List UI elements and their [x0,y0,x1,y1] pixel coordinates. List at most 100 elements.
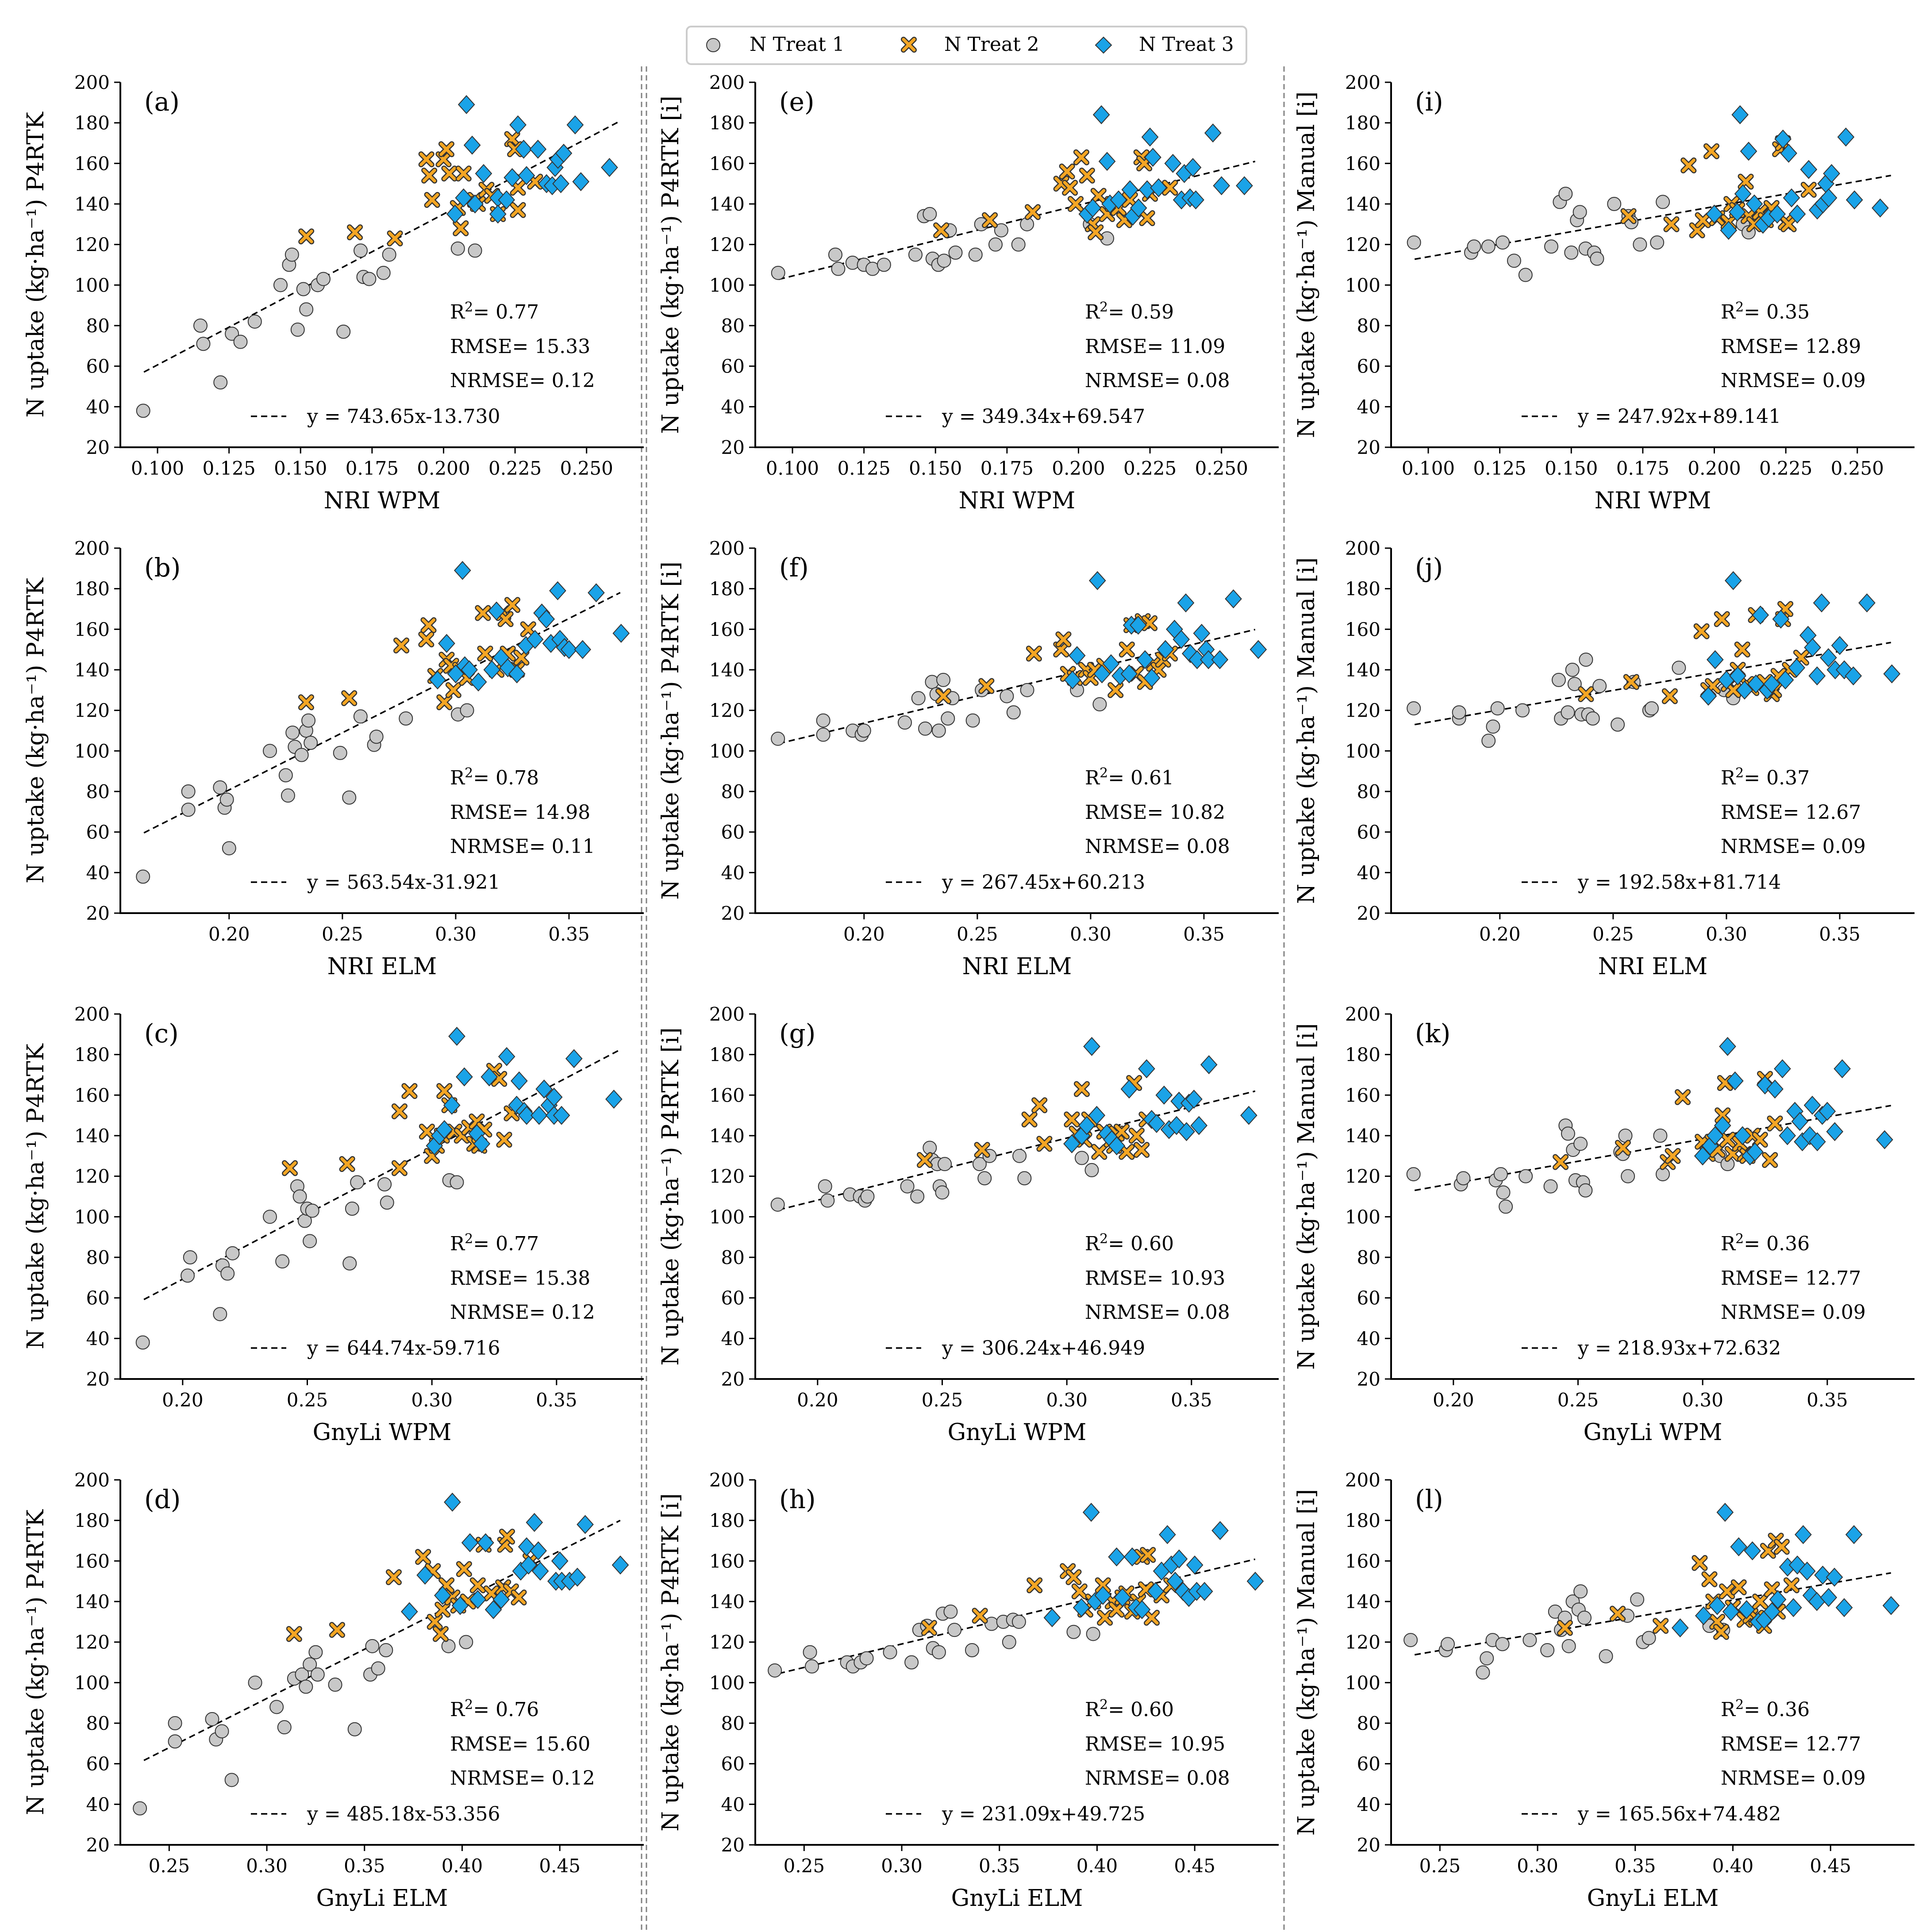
point-n-treat-3 [1783,188,1800,207]
y-tick-label: 120 [1345,1632,1380,1653]
panel-label: (j) [1415,553,1443,583]
point-n-treat-1 [770,1197,785,1212]
point-n-treat-3 [1190,1116,1208,1135]
point-x-fill [975,1143,989,1157]
point-n-treat-3 [477,1533,494,1552]
point-x-fill [442,166,456,181]
y-tick-label: 120 [709,1632,745,1653]
x-tick-label: 0.200 [1052,457,1105,479]
nrmse-value: 0.08 [1187,1767,1230,1790]
regression-line [143,120,621,373]
point-n-treat-1 [1551,672,1566,687]
point-x-fill [511,203,525,217]
y-axis-label: N uptake (kg·ha⁻¹) P4RTK [i] [657,1027,684,1365]
r2-annotation: R2= 0.77 [450,1231,539,1255]
point-n-treat-3 [1745,194,1763,214]
point-n-treat-2 [1114,1123,1130,1140]
r2-value: 0.37 [1766,767,1810,789]
nrmse-annotation: NRMSE= 0.09 [1721,1301,1866,1324]
y-tick-label: 120 [1345,234,1380,256]
point-n-treat-1 [1507,254,1521,268]
y-tick-label: 140 [709,1591,745,1613]
point-n-treat-3 [461,1533,479,1552]
point-x-fill [1098,1611,1112,1625]
rmse-annotation: RMSE= 12.67 [1721,801,1861,824]
point-n-treat-1 [900,1179,915,1194]
point-n-treat-1 [181,1268,195,1283]
x-tick-label: 0.125 [838,457,891,479]
point-n-treat-1 [168,1734,182,1749]
nrmse-value: 0.12 [552,1767,595,1790]
y-tick-label: 60 [86,356,110,377]
x-axis-label: GnyLi WPM [1584,1419,1722,1446]
y-tick-label: 80 [721,1247,745,1268]
point-x-fill [1735,642,1749,657]
x-tick-label: 0.25 [322,923,363,945]
point-n-treat-2 [1703,143,1720,159]
r2-value: 0.36 [1766,1698,1810,1721]
point-n-treat-3 [1130,615,1147,635]
point-x-fill [1110,1602,1124,1617]
point-x-fill [1753,1594,1767,1609]
point-n-treat-2 [1071,1583,1088,1600]
point-n-treat-2 [453,220,469,236]
point-n-treat-2 [477,645,493,662]
y-tick-label: 60 [1357,1753,1380,1775]
point-n-treat-2 [401,1083,418,1099]
y-tick-label: 180 [709,112,745,134]
nrmse-annotation: NRMSE= 0.08 [1085,835,1230,858]
point-n-treat-1 [304,736,318,750]
point-n-treat-3 [1136,650,1154,669]
rmse-value: 12.67 [1805,801,1861,824]
y-tick-label: 80 [1357,1713,1380,1734]
point-x-fill [1073,1584,1087,1598]
point-n-treat-3 [1729,666,1746,686]
point-n-treat-3 [1138,1059,1155,1079]
rmse-annotation: RMSE= 15.33 [450,335,590,358]
point-n-treat-3 [1098,152,1116,171]
point-n-treat-1 [292,1189,307,1204]
point-n-treat-1 [1002,1635,1016,1649]
point-n-treat-1 [316,272,331,286]
point-x-fill [437,695,451,709]
point-n-treat-3 [1788,658,1806,677]
point-x-fill [392,1161,407,1175]
point-n-treat-1 [768,1663,782,1678]
point-n-treat-1 [136,869,150,884]
point-n-treat-1 [225,1246,240,1260]
point-n-treat-2 [1620,208,1637,224]
point-x-fill [422,169,436,183]
legend-marker-circle [706,38,720,52]
point-n-treat-2 [496,1132,512,1148]
point-n-treat-1 [860,1189,875,1204]
panel-d: 20 40 60 80 100 120 140 160 180 200 0.25 0.30 0.35 0.… [23,1469,644,1912]
point-n-treat-3 [1170,1549,1188,1569]
point-n-treat-1 [994,223,1008,238]
point-n-treat-1 [379,1643,393,1657]
data-points [135,1026,623,1350]
point-n-treat-3 [1196,1582,1213,1601]
y-tick-label: 80 [721,781,745,803]
point-n-treat-1 [904,1655,919,1670]
nrmse-value: 0.09 [1822,1301,1866,1324]
point-x-fill [1075,1082,1089,1096]
point-n-treat-2 [1128,1128,1145,1144]
point-n-treat-3 [1133,1600,1151,1619]
point-n-treat-1 [1522,1633,1537,1648]
point-n-treat-3 [1064,670,1081,690]
point-n-treat-2 [1730,1579,1747,1595]
point-n-treat-1 [1540,1643,1555,1657]
point-n-treat-3 [492,1590,510,1609]
point-n-treat-2 [974,1142,990,1158]
point-n-treat-2 [1119,641,1135,658]
point-n-treat-3 [1780,143,1797,163]
point-n-treat-1 [1490,701,1505,716]
rmse-annotation: RMSE= 15.38 [450,1267,590,1290]
legend-entry-treat2: N Treat 2 [901,33,1039,56]
rmse-annotation: RMSE= 14.98 [450,801,590,824]
y-tick-label: 140 [709,193,745,215]
point-n-treat-1 [136,403,150,418]
regression-equation: y = 231.09x+49.725 [942,1803,1145,1825]
point-n-treat-2 [1715,1107,1731,1124]
y-tick-label: 140 [1345,193,1380,215]
